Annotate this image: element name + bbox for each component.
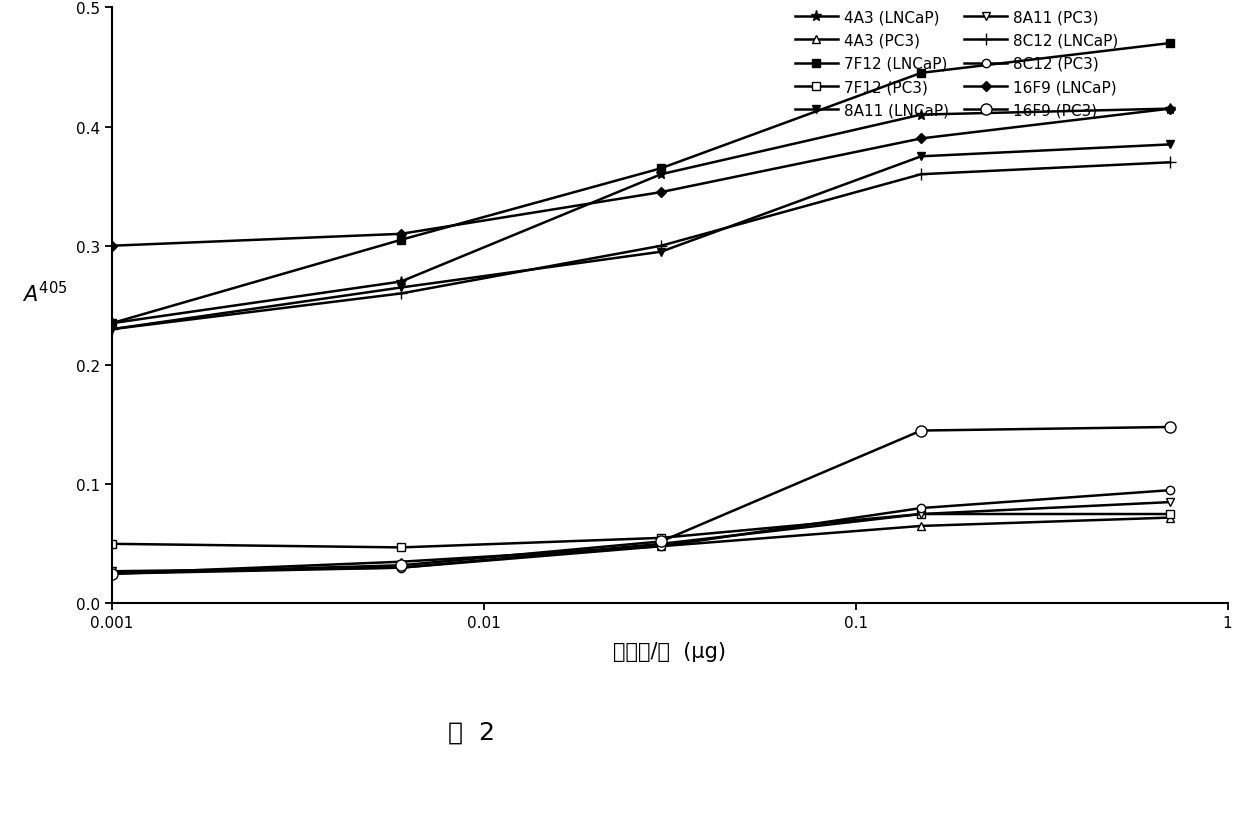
8C12 (PC3) bbox=[1163, 485, 1178, 495]
16F9 (LNCaP) bbox=[393, 230, 408, 240]
8C12 (PC3) bbox=[393, 563, 408, 573]
Y-axis label: $A^{405}$: $A^{405}$ bbox=[22, 281, 68, 306]
7F12 (LNCaP) bbox=[104, 319, 119, 329]
8A11 (PC3) bbox=[104, 566, 119, 576]
Line: 7F12 (LNCaP): 7F12 (LNCaP) bbox=[108, 40, 1174, 328]
Legend: 4A3 (LNCaP), 4A3 (PC3), 7F12 (LNCaP), 7F12 (PC3), 8A11 (LNCaP), 8A11 (PC3), 8C12: 4A3 (LNCaP), 4A3 (PC3), 7F12 (LNCaP), 7F… bbox=[789, 4, 1125, 125]
Line: 16F9 (PC3): 16F9 (PC3) bbox=[107, 422, 1176, 580]
8A11 (PC3) bbox=[653, 539, 668, 549]
X-axis label: 膜蛋白/孔  (μg): 膜蛋白/孔 (μg) bbox=[613, 642, 727, 662]
Line: 4A3 (LNCaP): 4A3 (LNCaP) bbox=[107, 104, 1176, 329]
Line: 16F9 (LNCaP): 16F9 (LNCaP) bbox=[108, 106, 1173, 250]
16F9 (PC3) bbox=[914, 426, 929, 436]
4A3 (LNCaP) bbox=[1163, 104, 1178, 114]
4A3 (PC3) bbox=[104, 569, 119, 579]
8A11 (PC3) bbox=[914, 509, 929, 519]
Line: 8C12 (LNCaP): 8C12 (LNCaP) bbox=[105, 157, 1177, 336]
4A3 (LNCaP) bbox=[104, 319, 119, 329]
7F12 (LNCaP) bbox=[914, 69, 929, 79]
7F12 (LNCaP) bbox=[393, 236, 408, 246]
7F12 (PC3) bbox=[104, 539, 119, 549]
4A3 (PC3) bbox=[393, 557, 408, 567]
4A3 (LNCaP) bbox=[914, 111, 929, 121]
4A3 (LNCaP) bbox=[393, 277, 408, 287]
7F12 (PC3) bbox=[393, 543, 408, 552]
7F12 (PC3) bbox=[653, 533, 668, 543]
Line: 8C12 (PC3): 8C12 (PC3) bbox=[108, 486, 1174, 578]
4A3 (PC3) bbox=[1163, 513, 1178, 523]
Line: 8A11 (LNCaP): 8A11 (LNCaP) bbox=[108, 141, 1174, 334]
8C12 (LNCaP) bbox=[104, 325, 119, 335]
16F9 (PC3) bbox=[653, 537, 668, 547]
7F12 (LNCaP) bbox=[653, 164, 668, 174]
8C12 (LNCaP) bbox=[914, 170, 929, 180]
Text: 图  2: 图 2 bbox=[448, 720, 495, 743]
16F9 (PC3) bbox=[104, 569, 119, 579]
16F9 (PC3) bbox=[393, 561, 408, 571]
16F9 (LNCaP) bbox=[1163, 104, 1178, 114]
8C12 (PC3) bbox=[914, 504, 929, 514]
16F9 (LNCaP) bbox=[104, 241, 119, 251]
Line: 7F12 (PC3): 7F12 (PC3) bbox=[108, 510, 1174, 552]
16F9 (PC3) bbox=[1163, 423, 1178, 433]
8A11 (LNCaP) bbox=[393, 283, 408, 293]
Line: 4A3 (PC3): 4A3 (PC3) bbox=[108, 514, 1174, 578]
8A11 (PC3) bbox=[1163, 498, 1178, 508]
7F12 (PC3) bbox=[914, 509, 929, 519]
Line: 8A11 (PC3): 8A11 (PC3) bbox=[108, 499, 1174, 576]
8C12 (LNCaP) bbox=[653, 241, 668, 251]
8A11 (LNCaP) bbox=[104, 325, 119, 335]
7F12 (PC3) bbox=[1163, 509, 1178, 519]
8C12 (PC3) bbox=[104, 569, 119, 579]
8C12 (LNCaP) bbox=[1163, 158, 1178, 168]
8A11 (LNCaP) bbox=[653, 247, 668, 257]
4A3 (PC3) bbox=[914, 521, 929, 531]
16F9 (LNCaP) bbox=[914, 134, 929, 144]
8C12 (PC3) bbox=[653, 542, 668, 552]
7F12 (LNCaP) bbox=[1163, 39, 1178, 49]
8A11 (LNCaP) bbox=[914, 152, 929, 162]
4A3 (PC3) bbox=[653, 542, 668, 552]
8C12 (LNCaP) bbox=[393, 289, 408, 299]
4A3 (LNCaP) bbox=[653, 170, 668, 180]
8A11 (PC3) bbox=[393, 563, 408, 573]
16F9 (LNCaP) bbox=[653, 188, 668, 198]
8A11 (LNCaP) bbox=[1163, 141, 1178, 151]
